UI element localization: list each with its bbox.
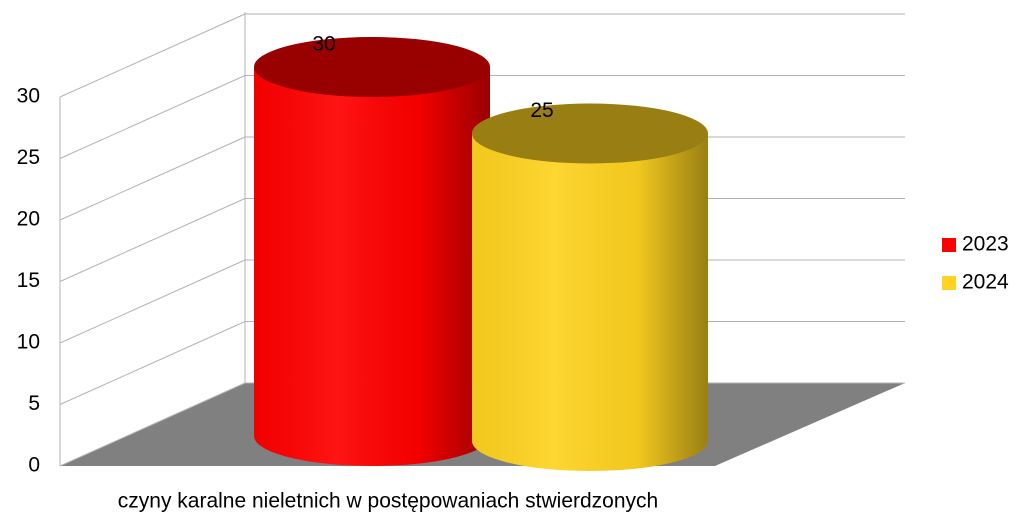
y-tick-label: 5 xyxy=(28,392,40,415)
y-tick-label: 30 xyxy=(17,85,40,108)
cylinder-top-shade xyxy=(254,37,490,97)
grid-line xyxy=(59,136,246,221)
value-label: 25 xyxy=(530,99,553,122)
grid-line xyxy=(59,382,246,467)
cylinder-shade xyxy=(472,133,708,471)
cylinder-top xyxy=(472,103,708,164)
y-tick-label: 20 xyxy=(17,208,40,231)
y-tick-label: 0 xyxy=(28,454,40,477)
legend-swatch xyxy=(942,276,956,290)
grid-line xyxy=(59,321,246,405)
cylinder-top-shade xyxy=(472,103,708,164)
cylinder-top xyxy=(254,37,490,97)
legend-swatch xyxy=(942,238,956,252)
grid-line xyxy=(59,198,246,282)
grid-line xyxy=(59,259,246,344)
legend-label: 2024 xyxy=(962,271,1009,294)
cylinder-shade xyxy=(254,67,490,466)
x-category-label: czyny karalne nieletnich w postępowaniac… xyxy=(118,490,658,513)
grid-line xyxy=(59,13,246,98)
y-tick-label: 10 xyxy=(17,331,40,354)
legend-label: 2023 xyxy=(962,233,1009,256)
y-tick-label: 15 xyxy=(17,269,40,292)
y-tick-label: 25 xyxy=(17,146,40,169)
grid-line xyxy=(59,75,246,159)
value-label: 30 xyxy=(312,33,335,56)
